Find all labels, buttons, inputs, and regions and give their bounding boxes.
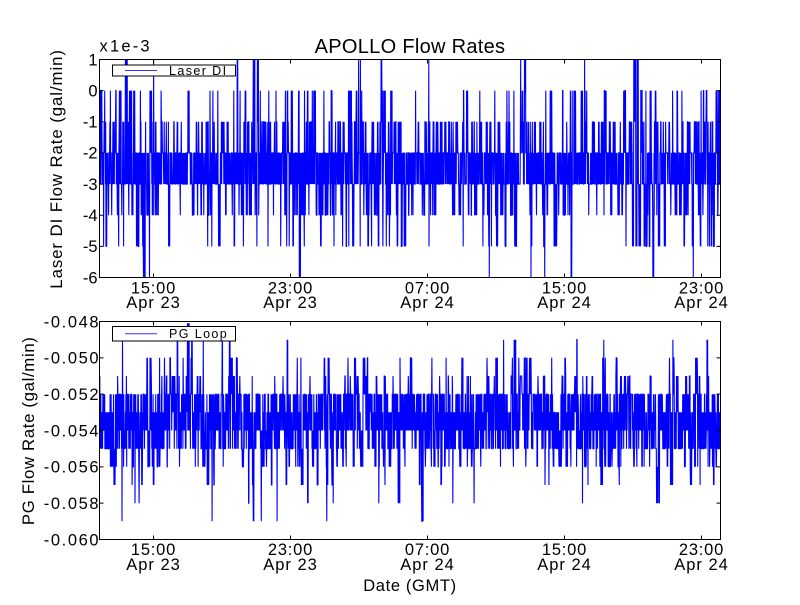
svg-text:Apr 24: Apr 24 bbox=[537, 294, 592, 312]
svg-text:-2: -2 bbox=[83, 145, 98, 163]
svg-text:Laser DI Flow Rate (gal/min): Laser DI Flow Rate (gal/min) bbox=[47, 49, 66, 289]
svg-text:Apr 24: Apr 24 bbox=[400, 556, 455, 574]
svg-text:Apr 23: Apr 23 bbox=[126, 556, 181, 574]
svg-text:0: 0 bbox=[88, 82, 97, 100]
svg-text:Date (GMT): Date (GMT) bbox=[363, 577, 457, 595]
svg-text:Apr 24: Apr 24 bbox=[537, 556, 592, 574]
svg-text:1: 1 bbox=[88, 51, 97, 69]
svg-text:15:00: 15:00 bbox=[542, 279, 587, 297]
svg-text:-5: -5 bbox=[83, 238, 98, 256]
svg-text:23:00: 23:00 bbox=[679, 541, 724, 559]
svg-text:Apr 24: Apr 24 bbox=[674, 294, 729, 312]
svg-text:x1e-3: x1e-3 bbox=[100, 38, 152, 56]
svg-text:23:00: 23:00 bbox=[679, 279, 724, 297]
svg-text:-6: -6 bbox=[83, 269, 98, 287]
svg-text:15:00: 15:00 bbox=[542, 541, 587, 559]
svg-text:15:00: 15:00 bbox=[131, 279, 176, 297]
svg-text:23:00: 23:00 bbox=[268, 279, 313, 297]
svg-text:Apr 23: Apr 23 bbox=[263, 556, 318, 574]
svg-text:-0.050: -0.050 bbox=[44, 350, 100, 368]
svg-text:-3: -3 bbox=[83, 176, 98, 194]
svg-text:-0.056: -0.056 bbox=[44, 459, 100, 477]
svg-text:PG Flow Rate (gal/min): PG Flow Rate (gal/min) bbox=[19, 336, 38, 525]
svg-text:07:00: 07:00 bbox=[405, 541, 450, 559]
svg-text:APOLLO Flow Rates: APOLLO Flow Rates bbox=[315, 36, 506, 58]
svg-text:Laser DI: Laser DI bbox=[169, 64, 227, 78]
svg-text:-0.052: -0.052 bbox=[44, 386, 100, 404]
svg-text:Apr 23: Apr 23 bbox=[263, 294, 318, 312]
svg-text:-1: -1 bbox=[83, 114, 98, 132]
svg-text:-0.054: -0.054 bbox=[44, 422, 100, 440]
svg-text:Apr 23: Apr 23 bbox=[126, 294, 181, 312]
svg-text:15:00: 15:00 bbox=[131, 541, 176, 559]
svg-text:-0.058: -0.058 bbox=[44, 495, 100, 513]
svg-text:Apr 24: Apr 24 bbox=[674, 556, 729, 574]
svg-text:-0.048: -0.048 bbox=[44, 313, 100, 331]
svg-text:-4: -4 bbox=[83, 207, 98, 225]
svg-text:PG Loop: PG Loop bbox=[169, 327, 228, 341]
svg-text:Apr 24: Apr 24 bbox=[400, 294, 455, 312]
svg-text:23:00: 23:00 bbox=[268, 541, 313, 559]
svg-text:07:00: 07:00 bbox=[405, 279, 450, 297]
svg-text:-0.060: -0.060 bbox=[44, 531, 100, 549]
